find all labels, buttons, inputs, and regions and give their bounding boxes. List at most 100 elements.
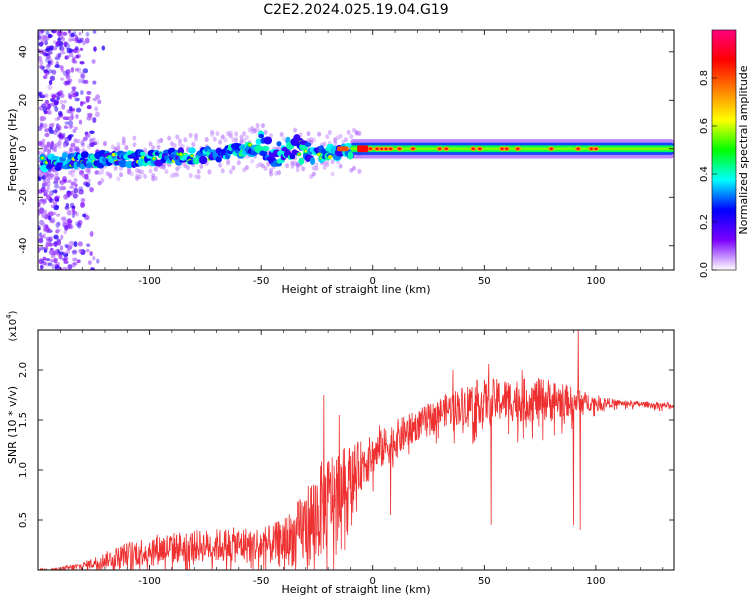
spectrogram-noise-cell (63, 256, 69, 262)
spectrogram-halo-cell (140, 169, 145, 175)
spectrogram-noise-cell (39, 115, 44, 122)
spectrogram-noise-cell (77, 219, 83, 226)
spectrogram-halo-cell (110, 144, 115, 150)
spectrogram-noise-cell (86, 90, 92, 95)
spectrogram-noise-cell (79, 170, 84, 175)
spectrogram-noise-cell (66, 47, 72, 54)
snr-y-multiplier: (x104) (5, 310, 19, 341)
spectrogram-halo-cell (349, 167, 354, 173)
spectrogram-halo-cell (175, 134, 180, 140)
spectrogram-halo-cell (137, 169, 142, 175)
spectrogram-noise-cell (43, 189, 49, 194)
spectrogram-noise-cell (70, 32, 75, 38)
spectrogram-noise-cell (46, 148, 52, 154)
spectrogram-noise-cell (41, 187, 47, 193)
spectrogram-halo-cell (279, 131, 284, 137)
spectrogram-noise-cell (46, 55, 51, 60)
spectrogram-ridge-cell (125, 160, 134, 169)
spectrogram-noise-cell (94, 111, 100, 118)
spectrogram-halo-cell (41, 138, 46, 144)
spectrogram-noise-cell (89, 231, 94, 237)
spectrogram-noise-cell (57, 221, 61, 226)
spectrogram-noise-cell (47, 33, 52, 39)
spectrogram-halo-cell (341, 139, 346, 145)
spectrogram-halo-cell (252, 127, 257, 133)
colorbar-tick-label: 0.0 (699, 262, 710, 278)
snr-y-multiplier-close: ) (8, 310, 19, 314)
spectrogram-peak-bar (357, 145, 369, 153)
spectrogram-halo-cell (57, 141, 62, 147)
spectrogram-noise-cell (48, 129, 55, 134)
spectrogram-halo-cell (231, 165, 236, 171)
colorbar: 0.0 0.2 0.4 0.6 0.8 Normalized spectral ampl… (699, 29, 750, 278)
spectrogram-ridge-cell (289, 154, 296, 160)
spectrogram-halo-cell (177, 138, 182, 144)
spectrogram-noise-cell (49, 145, 54, 150)
spectrogram-noise-cell (90, 142, 95, 147)
spectrogram-halo-cell (172, 172, 177, 178)
spectrogram-noise-cell (87, 260, 92, 265)
spectrogram-noise-cell (75, 107, 82, 113)
snr-x-tick-label: -50 (253, 576, 269, 587)
spectrogram-noise-cell (44, 128, 50, 133)
spectrogram-halo-cell (135, 176, 140, 182)
spectrogram-noise-cell (38, 30, 41, 35)
spectrogram-ridge-cell (309, 157, 316, 166)
spectrogram-halo-cell (94, 169, 99, 175)
spectrogram-halo-cell (285, 163, 290, 169)
spectrogram-noise-cell (63, 80, 69, 86)
spectrogram-noise-cell (52, 189, 58, 194)
spectrogram-hotspot-core (594, 147, 598, 150)
spectrogram-halo-cell (57, 143, 62, 149)
spectrogram-noise-cell (66, 245, 72, 251)
spectrogram-noise-cell (72, 93, 77, 98)
spectrogram-noise-cell (59, 245, 64, 251)
spectrogram-noise-cell (51, 263, 56, 270)
spectrogram-noise-cell (72, 128, 77, 134)
spectrogram-noise-cell (41, 182, 47, 188)
spectrogram-noise-cell (49, 173, 55, 178)
spectrogram-ridge-cell (276, 141, 282, 147)
spectrogram-noise-cell (40, 30, 45, 34)
spectrogram-noise-cell (61, 103, 66, 110)
spectrogram-noise-cell (70, 190, 75, 196)
spectrogram-hotspot-core (444, 147, 448, 150)
spectrogram-noise-cell (57, 37, 61, 42)
spectrogram-hotspot-core (368, 147, 373, 150)
spectrogram-halo-cell (311, 171, 316, 177)
spectrogram-noise-cell (68, 147, 73, 153)
spectrogram-noise-cell (84, 37, 90, 44)
spectrogram-halo-cell (231, 137, 236, 143)
spectrogram-halo-cell (121, 136, 126, 142)
spectrogram-noise-cell (71, 207, 76, 213)
spectrogram-noise-cell (68, 37, 73, 42)
spectrogram-noise-cell (62, 266, 68, 270)
spectrogram-panel: -100 -50 0 50 100 -40 -20 0 20 40 Height of stra… (6, 29, 675, 296)
spectrogram-noise-cell (72, 249, 78, 254)
spectrogram-noise-cell (82, 68, 89, 74)
spectrogram-x-label: Height of straight line (km) (281, 283, 430, 296)
spectrogram-halo-cell (293, 161, 298, 167)
spectrogram-noise-cell (85, 248, 90, 253)
spectrogram-ridge-cell (259, 150, 268, 157)
spectrogram-halo-cell (143, 147, 148, 153)
spectrogram-noise-cell (48, 249, 54, 256)
spectrogram-noise-cell (73, 241, 78, 248)
spectrogram-halo-cell (102, 141, 107, 147)
spectrogram-x-ticks: -100 -50 0 50 100 (37, 30, 664, 287)
snr-x-tick-label: 0 (370, 576, 376, 587)
spectrogram-noise-cell (66, 109, 70, 114)
spectrogram-noise-cell (55, 40, 60, 47)
colorbar-bar (711, 29, 737, 271)
spectrogram-halo-cell (102, 140, 107, 146)
spectrogram-halo-cell (311, 165, 316, 171)
spectrogram-noise-cell (48, 211, 54, 217)
spectrogram-halo-cell (239, 138, 244, 144)
spectrogram-noise-cell (92, 80, 97, 85)
spectrogram-noise-cell (71, 86, 77, 90)
spectrogram-halo-cell (191, 141, 196, 147)
spectrogram-noise-cell (58, 111, 63, 116)
spectrogram-noise-cell (42, 52, 49, 57)
spectrogram-y-tick-label: 20 (18, 94, 29, 107)
spectrogram-halo-cell (260, 123, 265, 129)
